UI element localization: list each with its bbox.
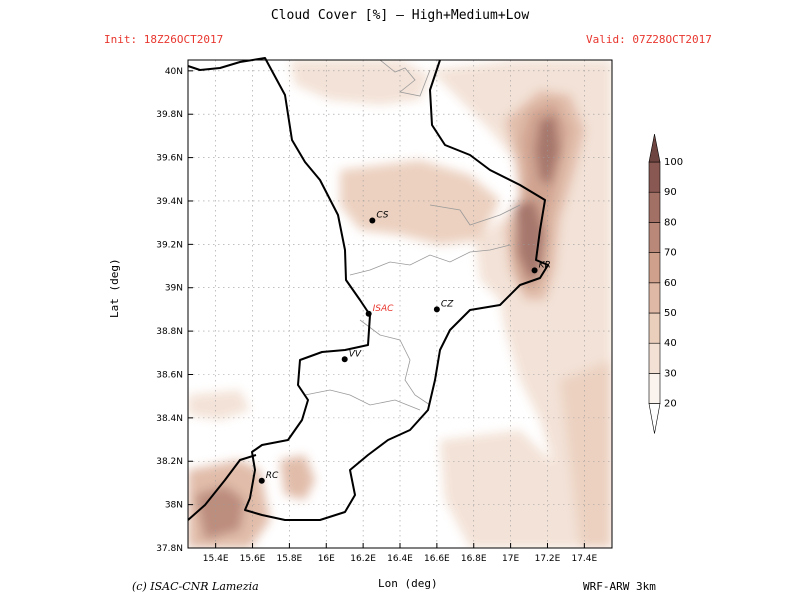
model-text: WRF-ARW 3km <box>583 580 656 593</box>
colorbar-bottom-arrow <box>648 403 661 434</box>
lat-lon-grid <box>188 60 612 548</box>
city-label: RC <box>266 471 279 481</box>
city-label: KR <box>539 260 551 270</box>
x-tick-label: 15.4E <box>203 554 229 564</box>
city-label: CS <box>376 210 388 220</box>
colorbar-label: 80 <box>664 217 677 228</box>
city-markers: CS KR ISAC CZ VV RC <box>258 210 551 484</box>
city-dot <box>433 306 440 313</box>
city-dot <box>365 310 372 317</box>
y-tick-label: 39N <box>165 284 183 294</box>
y-tick-label: 37.8N <box>156 544 183 554</box>
x-axis-label: Lon (deg) <box>378 577 438 590</box>
credit-text: (c) ISAC-CNR Lamezia <box>132 580 259 593</box>
y-tick-label: 38.2N <box>156 457 183 467</box>
y-tick-label: 38.4N <box>156 414 183 424</box>
city-dot <box>341 356 348 363</box>
y-tick-label: 38N <box>165 501 183 511</box>
colorbar-swatch <box>648 373 661 404</box>
x-tick-label: 16E <box>318 554 335 564</box>
city-dot <box>369 217 376 224</box>
cloud-cover-field <box>188 60 612 548</box>
x-tick-label: 16.6E <box>424 554 450 564</box>
y-tick-label: 40N <box>165 67 183 77</box>
y-tick-label: 39.6N <box>156 154 183 164</box>
city-dot <box>258 477 265 484</box>
valid-time: Valid: 07Z28OCT2017 <box>586 33 712 46</box>
colorbar-label: 50 <box>664 308 677 319</box>
colorbar-label: 100 <box>664 157 683 168</box>
colorbar-label: 90 <box>664 187 677 198</box>
colorbar-swatch <box>648 312 661 344</box>
y-tick-label: 39.8N <box>156 110 183 120</box>
colorbar-swatch <box>648 191 661 223</box>
y-tick-label: 38.6N <box>156 370 183 380</box>
colorbar-label: 20 <box>664 399 677 410</box>
x-tick-label: 15.8E <box>277 554 303 564</box>
city-label: VV <box>349 349 362 359</box>
colorbar-swatch <box>648 342 661 374</box>
x-tick-label: 16.2E <box>350 554 376 564</box>
init-time: Init: 18Z26OCT2017 <box>104 33 224 46</box>
x-tick-label: 17.2E <box>535 554 561 564</box>
city-dot <box>531 267 538 274</box>
x-tick-label: 15.6E <box>240 554 266 564</box>
colorbar: 20 30 40 50 60 70 80 90 100 <box>648 133 683 434</box>
coastline <box>187 57 549 521</box>
x-tick-label: 17.4E <box>571 554 597 564</box>
x-tick-label: 16.4E <box>387 554 413 564</box>
x-axis-ticks: 15.4E 15.6E 15.8E 16E 16.2E 16.4E 16.6E 16.8E 17… <box>203 543 598 564</box>
y-tick-label: 38.8N <box>156 327 183 337</box>
colorbar-swatch <box>648 282 661 314</box>
y-tick-label: 39.2N <box>156 240 183 250</box>
colorbar-label: 70 <box>664 248 677 259</box>
colorbar-label: 60 <box>664 278 677 289</box>
colorbar-top-arrow <box>648 133 661 163</box>
map-title: Cloud Cover [%] — High+Medium+Low <box>270 8 530 23</box>
y-axis-ticks: 37.8N 38N 38.2N 38.4N 38.6N 38.8N 39N 39.2N 39.4… <box>156 67 193 554</box>
x-tick-label: 17E <box>502 554 519 564</box>
y-tick-label: 39.4N <box>156 197 183 207</box>
province-boundaries <box>304 59 521 411</box>
colorbar-label: 40 <box>664 338 677 349</box>
city-label: ISAC <box>373 304 395 314</box>
colorbar-label: 30 <box>664 368 677 379</box>
colorbar-swatch <box>648 222 661 253</box>
y-axis-label: Lat (deg) <box>108 258 121 318</box>
city-label: CZ <box>441 299 454 309</box>
x-tick-label: 16.8E <box>461 554 487 564</box>
colorbar-swatch <box>648 252 661 284</box>
colorbar-swatch <box>648 161 661 193</box>
